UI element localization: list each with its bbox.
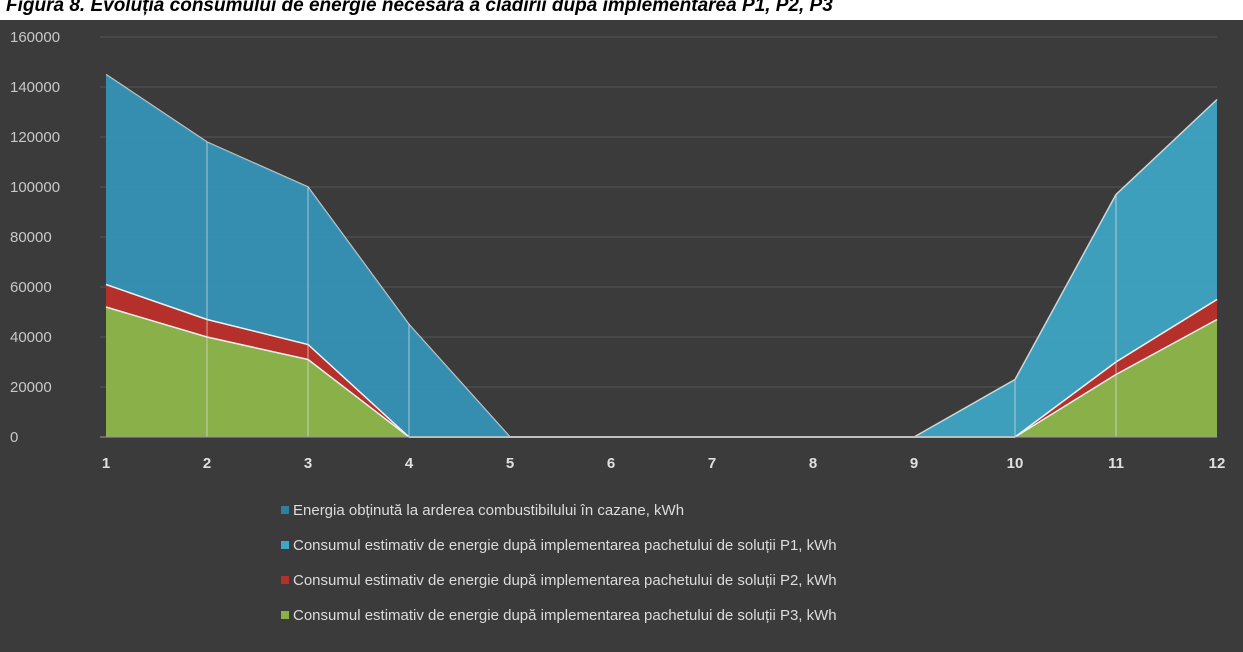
y-tick-label: 100000 [10,179,60,196]
series-area-4-top [106,307,1217,437]
x-tick-label: 10 [1007,455,1024,472]
x-tick-label: 7 [708,455,716,472]
x-tick-label: 3 [304,455,312,472]
legend-label: Consumul estimativ de energie după imple… [293,607,837,624]
x-tick-label: 8 [809,455,817,472]
figure-caption: Figura 8. Evoluția consumului de energie… [6,0,833,16]
legend-swatch [281,506,289,514]
legend-swatch [281,576,289,584]
y-tick-label: 80000 [10,229,52,246]
y-tick-label: 0 [10,429,18,446]
x-axis-ticks: 1 2 3 4 5 6 7 8 9 10 11 12 [102,455,1226,472]
legend-label: Consumul estimativ de energie după imple… [293,537,837,554]
y-tick-label: 120000 [10,129,60,146]
y-tick-label: 140000 [10,79,60,96]
legend: Energia obținută la arderea combustibilu… [281,502,837,624]
x-tick-label: 6 [607,455,615,472]
legend-label: Consumul estimativ de energie după imple… [293,572,837,589]
x-tick-label: 1 [102,455,110,472]
y-tick-label: 60000 [10,279,52,296]
x-tick-label: 11 [1108,455,1124,472]
y-axis-ticks: 0 20000 40000 60000 80000 100000 120000 140000 1… [10,29,60,446]
caption-strip: Figura 8. Evoluția consumului de energie… [0,0,1243,22]
x-tick-label: 9 [910,455,918,472]
x-tick-label: 4 [405,455,414,472]
y-tick-label: 40000 [10,329,52,346]
series-areas [105,73,1218,438]
area-chart: 0 20000 40000 60000 80000 100000 120000 140000 1… [10,29,1226,624]
drop-lines [100,142,1217,438]
y-tick-label: 160000 [10,29,60,46]
legend-label: Energia obținută la arderea combustibilu… [293,502,684,519]
x-tick-label: 2 [203,455,211,472]
legend-swatch [281,611,289,619]
x-tick-label: 5 [506,455,514,472]
x-tick-label: 12 [1209,455,1226,472]
legend-swatch [281,541,289,549]
y-tick-label: 20000 [10,379,52,396]
